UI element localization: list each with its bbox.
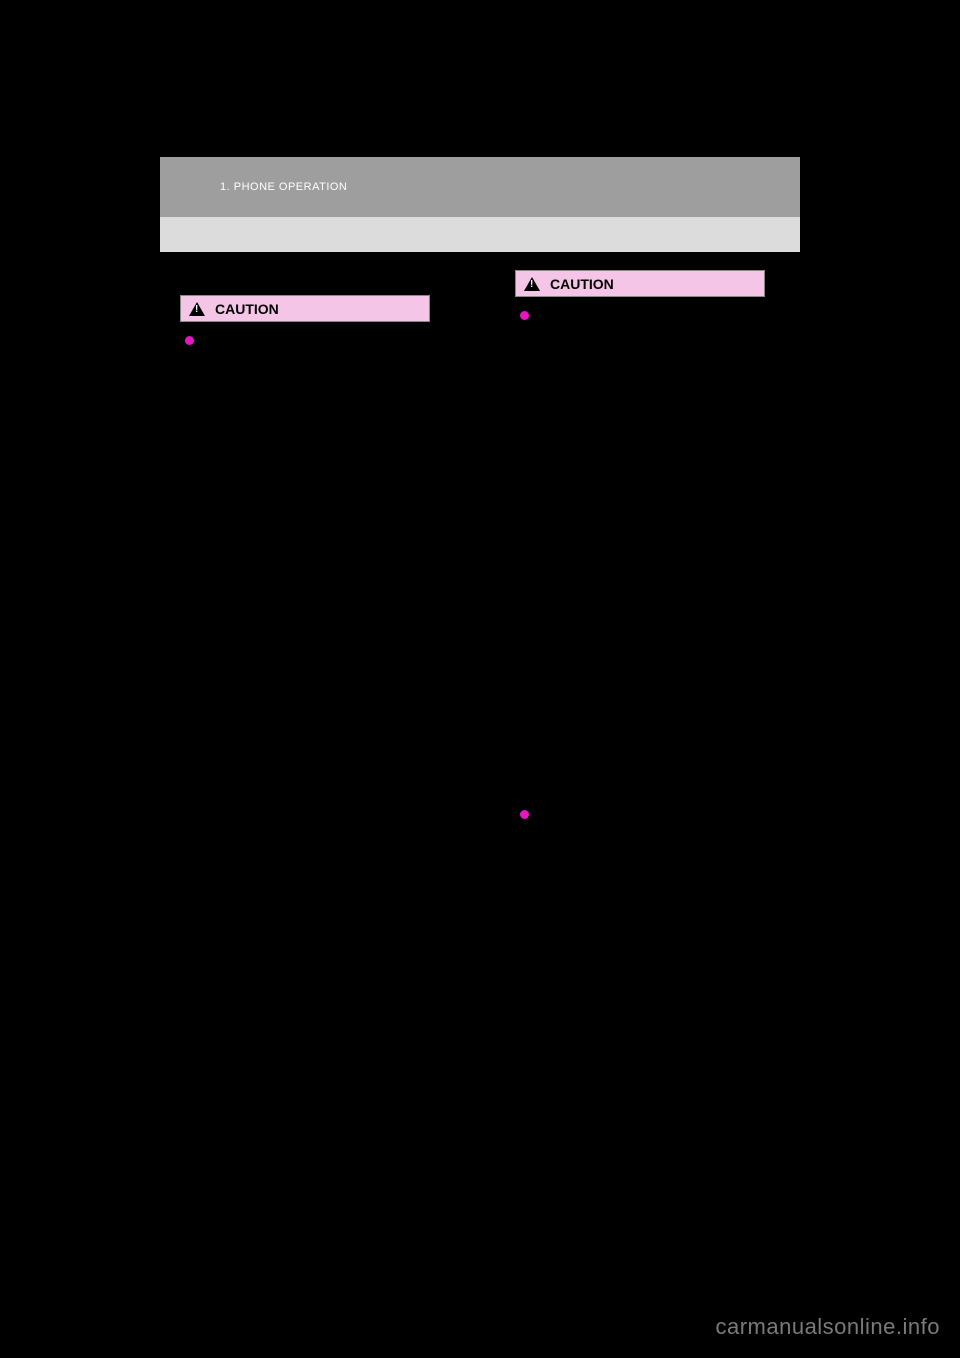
bullet-row-right-1 (520, 311, 800, 320)
bullet-icon (520, 311, 529, 320)
bullet-row-right-2 (520, 810, 800, 819)
content-area: CAUTION CAUTION (160, 260, 800, 819)
page-header-container: 1. PHONE OPERATION (160, 157, 800, 257)
warning-triangle-icon (524, 277, 540, 291)
subheader-bar (160, 217, 800, 252)
watermark-text: carmanualsonline.info (715, 1314, 940, 1340)
bullet-icon (185, 336, 194, 345)
warning-triangle-icon (189, 302, 205, 316)
bullet-icon (520, 810, 529, 819)
caution-label: CAUTION (215, 301, 279, 317)
caution-box-left: CAUTION (180, 295, 430, 322)
caution-label: CAUTION (550, 276, 614, 292)
caution-box-right: CAUTION (515, 270, 765, 297)
bullet-row-left (185, 336, 465, 345)
header-bar: 1. PHONE OPERATION (160, 157, 800, 217)
right-column: CAUTION (495, 260, 800, 819)
section-title: 1. PHONE OPERATION (220, 181, 347, 193)
left-column: CAUTION (160, 260, 465, 819)
